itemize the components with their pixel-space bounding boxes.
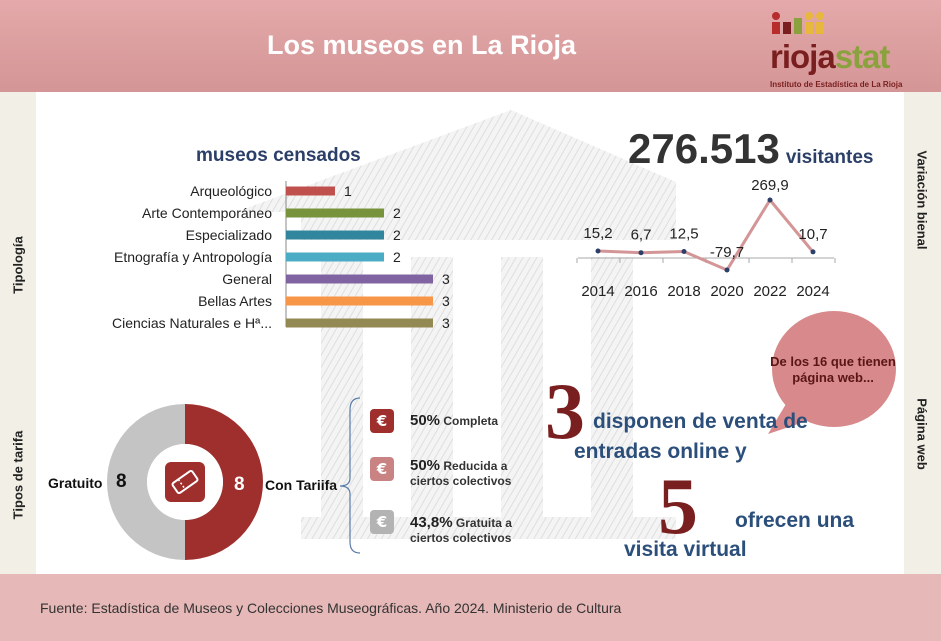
tariff-pct: 50% — [410, 412, 441, 429]
online-text-2: entradas online y — [574, 440, 747, 463]
virtual-text-1: ofrecen una — [735, 509, 855, 532]
visitors-total: 276.513 visitantes — [628, 125, 873, 173]
donut-value-con-tarifa: 8 — [234, 474, 245, 495]
tariff-label: Gratuita a ciertos colectivos — [410, 516, 512, 545]
visitors-word: visitantes — [785, 147, 874, 168]
virtual-text-2: visita virtual — [624, 538, 747, 561]
side-label-tipologia: Tipología — [10, 236, 26, 294]
tariff-item-completa: 50% Completa — [410, 413, 498, 429]
tariff-pct: 43,8% — [410, 514, 453, 531]
logo-subtitle: Instituto de Estadística de La Rioja — [770, 80, 903, 89]
tariff-item-gratuita: 43,8% Gratuita a ciertos colectivos — [410, 515, 550, 546]
source-note: Fuente: Estadística de Museos y Coleccio… — [40, 600, 622, 616]
tariff-label: Reducida a ciertos colectivos — [410, 459, 512, 488]
tariff-pct: 50% — [410, 457, 441, 474]
tariff-item-reducida: 50% Reducida a ciertos colectivos — [410, 458, 550, 489]
euro-icon: € — [370, 510, 394, 534]
virtual-count: 5 — [658, 463, 698, 551]
donut-label-con-tarifa: Con Tariifa — [265, 477, 338, 493]
header-banner: Los museos en La Rioja riojastat Institu… — [0, 0, 941, 92]
side-label-variacion-bienal: Variación bienal — [914, 150, 930, 250]
visitors-number: 276.513 — [628, 125, 780, 172]
bubble-text: De los 16 que tienen página web... — [770, 354, 896, 385]
logo-text-a: rioja — [770, 38, 836, 75]
donut-label-gratuito: Gratuito — [48, 475, 103, 491]
side-label-tipos-tarifa: Tipos de tarifa — [10, 430, 26, 520]
side-label-pagina-web: Página web — [914, 398, 930, 470]
euro-icon: € — [370, 457, 394, 481]
page-title: Los museos en La Rioja — [267, 30, 577, 60]
tariff-label: Completa — [443, 414, 499, 428]
online-text-1: disponen de venta de — [593, 410, 808, 433]
online-count: 3 — [545, 368, 585, 456]
donut-value-gratuito: 8 — [116, 471, 127, 492]
euro-icon: € — [370, 409, 394, 433]
riojastat-logo: riojastat Instituto de Estadística de La… — [770, 10, 910, 90]
logo-text-b: stat — [834, 38, 891, 75]
logo-wordmark: riojastat — [770, 38, 891, 76]
footer-banner: Fuente: Estadística de Museos y Coleccio… — [0, 574, 941, 641]
speech-bubble — [768, 311, 896, 434]
bar-chart-title: museos censados — [196, 145, 361, 166]
